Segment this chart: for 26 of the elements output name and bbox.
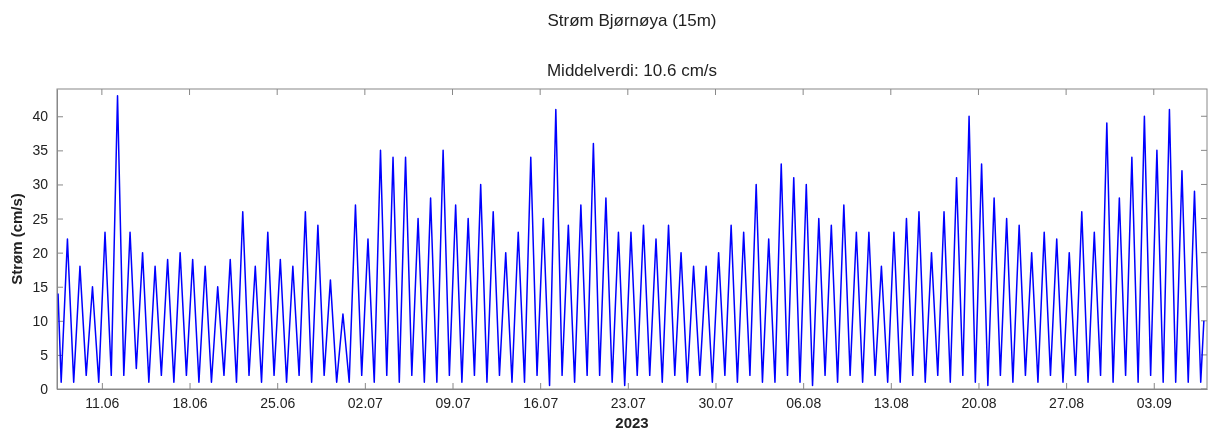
chart-title: Strøm Bjørnøya (15m) [547,11,717,30]
chart-subtitle: Middelverdi: 10.6 cm/s [546,61,718,80]
y-tick-label: 15 [32,278,49,295]
y-tick-label: 10 [32,312,49,329]
x-tick-label: 09.07 [435,394,471,411]
y-tick-label: 20 [32,244,49,261]
y-tick-label: 30 [32,176,49,193]
x-tick-label: 02.07 [347,394,384,411]
x-tick-label: 11.06 [85,394,120,411]
x-tick-label: 03.09 [1136,394,1172,411]
y-tick-label: 40 [32,108,49,125]
x-tick-label: 20.08 [961,394,997,411]
y-tick-label: 0 [40,380,49,397]
x-tick-label: 23.07 [610,394,647,411]
y-tick-label: 5 [40,346,49,363]
x-tick-label: 16.07 [523,394,559,411]
y-tick-label: 25 [32,210,49,227]
x-tick-label: 13.08 [873,394,910,411]
x-tick-label: 06.08 [786,394,822,411]
y-tick-label: 35 [32,142,49,159]
x-tick-label: 27.08 [1049,394,1085,411]
x-tick-label: 18.06 [172,394,208,411]
x-tick-label: 30.07 [698,394,734,411]
x-tick-label: 25.06 [260,394,296,411]
y-axis-title: Strøm (cm/s) [8,193,25,285]
x-axis-title: 2023 [615,414,649,431]
